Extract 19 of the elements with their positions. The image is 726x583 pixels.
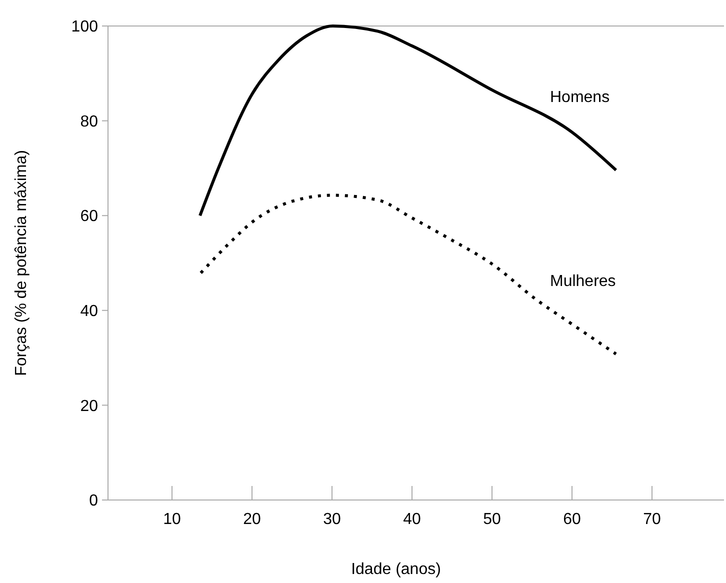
x-tick-label: 40 [403, 511, 421, 528]
series-label: Mulheres [550, 273, 616, 290]
x-tick-label: 20 [243, 511, 261, 528]
x-tick-label: 50 [483, 511, 501, 528]
y-tick-label: 20 [80, 398, 98, 415]
y-tick-label: 80 [80, 113, 98, 130]
y-axis-title: Forças (% de potência máxima) [13, 150, 30, 376]
line-series [199, 194, 618, 356]
x-tick-label: 70 [643, 511, 661, 528]
line-series [198, 24, 618, 218]
y-tick-label: 40 [80, 303, 98, 320]
y-tick-label: 60 [80, 208, 98, 226]
series-label: Homens [550, 89, 610, 106]
x-tick-label: 30 [323, 511, 341, 528]
x-axis-title: Idade (anos) [351, 561, 441, 578]
x-tick-label: 10 [163, 511, 181, 528]
x-tick-label: 60 [563, 511, 581, 528]
y-tick-label: 100 [71, 18, 98, 36]
y-tick-label: 0 [89, 492, 98, 510]
